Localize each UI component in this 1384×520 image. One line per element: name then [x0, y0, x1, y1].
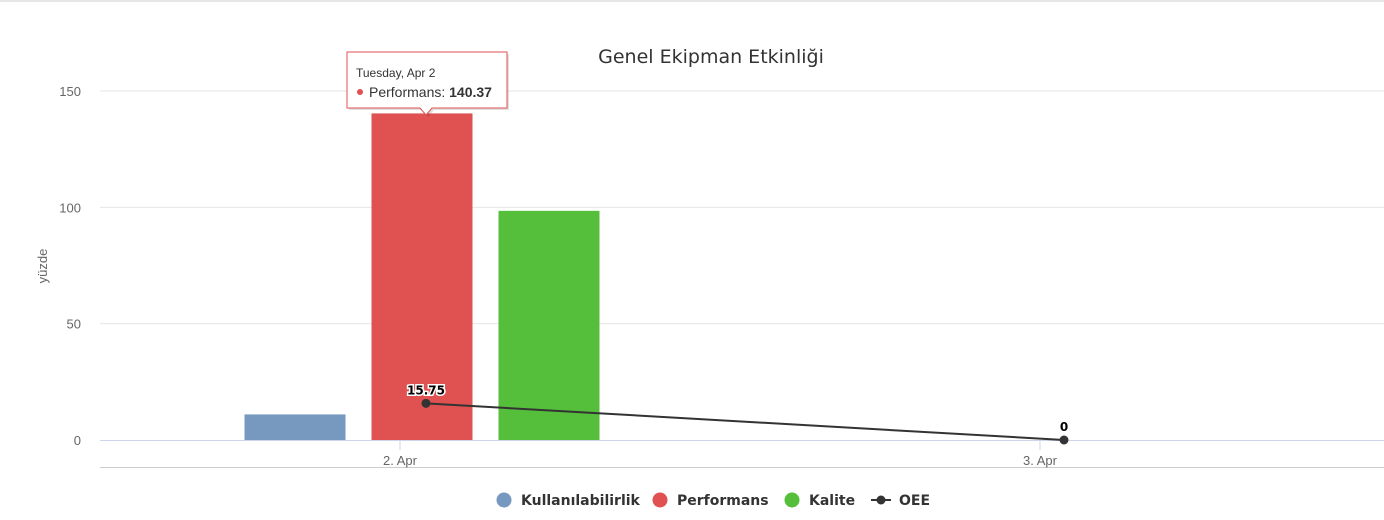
tooltip-box: [346, 51, 508, 116]
legend-circle-symbol: [496, 492, 512, 508]
legend-label: Kullanılabilirlik: [521, 493, 641, 509]
top-border: [0, 0, 1384, 2]
tooltip-content: Performans: 140.37: [369, 84, 492, 100]
data-labels: 15.75 0: [406, 382, 1070, 436]
point-oee[interactable]: [1059, 435, 1069, 445]
y-tick-label: 0: [74, 433, 81, 448]
legend: Kullanılabilirlik Performans Kalite OEE: [496, 492, 930, 510]
x-tick-label: 2. Apr: [383, 453, 418, 468]
bar-kullan-labilirlik[interactable]: [244, 414, 346, 440]
legend-circle-symbol: [784, 492, 800, 508]
bar-kalite[interactable]: [498, 210, 600, 440]
data-label-oee: 15.75: [407, 383, 445, 397]
y-axis-label: yüzde: [35, 249, 50, 284]
line-oee: [425, 402, 1065, 441]
bars: [244, 113, 600, 441]
oee-line: [421, 398, 1069, 445]
bar-performans[interactable]: [371, 113, 473, 441]
y-axis-ticks: 0 50 100 150: [59, 84, 81, 448]
x-axis: 2. Apr 3. Apr: [100, 440, 1384, 468]
y-tick-label: 150: [59, 84, 81, 99]
x-tick-label: 3. Apr: [1023, 453, 1058, 468]
legend-item-performans[interactable]: Performans: [652, 492, 769, 510]
legend-item-kullan-labilirlik[interactable]: Kullanılabilirlik: [496, 492, 641, 510]
data-label-oee: 0: [1060, 420, 1068, 434]
legend-label: Performans: [677, 493, 769, 509]
legend-marker-symbol: [876, 495, 886, 505]
legend-item-oee[interactable]: OEE: [871, 493, 930, 509]
grid-lines: [100, 90, 1384, 325]
tooltip-value: 140.37: [449, 84, 492, 100]
tooltip-series-dot: [357, 89, 363, 95]
chart-title: Genel Ekipman Etkinliği: [598, 46, 824, 68]
legend-label: Kalite: [809, 493, 855, 509]
tooltip: Tuesday, Apr 2 Performans: 140.37: [346, 51, 509, 117]
y-tick-label: 100: [59, 200, 81, 215]
legend-label: OEE: [899, 493, 930, 509]
y-tick-label: 50: [67, 317, 81, 332]
legend-circle-symbol: [652, 492, 668, 508]
tooltip-series-name: Performans:: [369, 84, 449, 100]
point-oee[interactable]: [421, 398, 431, 408]
legend-item-kalite[interactable]: Kalite: [784, 492, 856, 510]
tooltip-date: Tuesday, Apr 2: [356, 66, 436, 80]
